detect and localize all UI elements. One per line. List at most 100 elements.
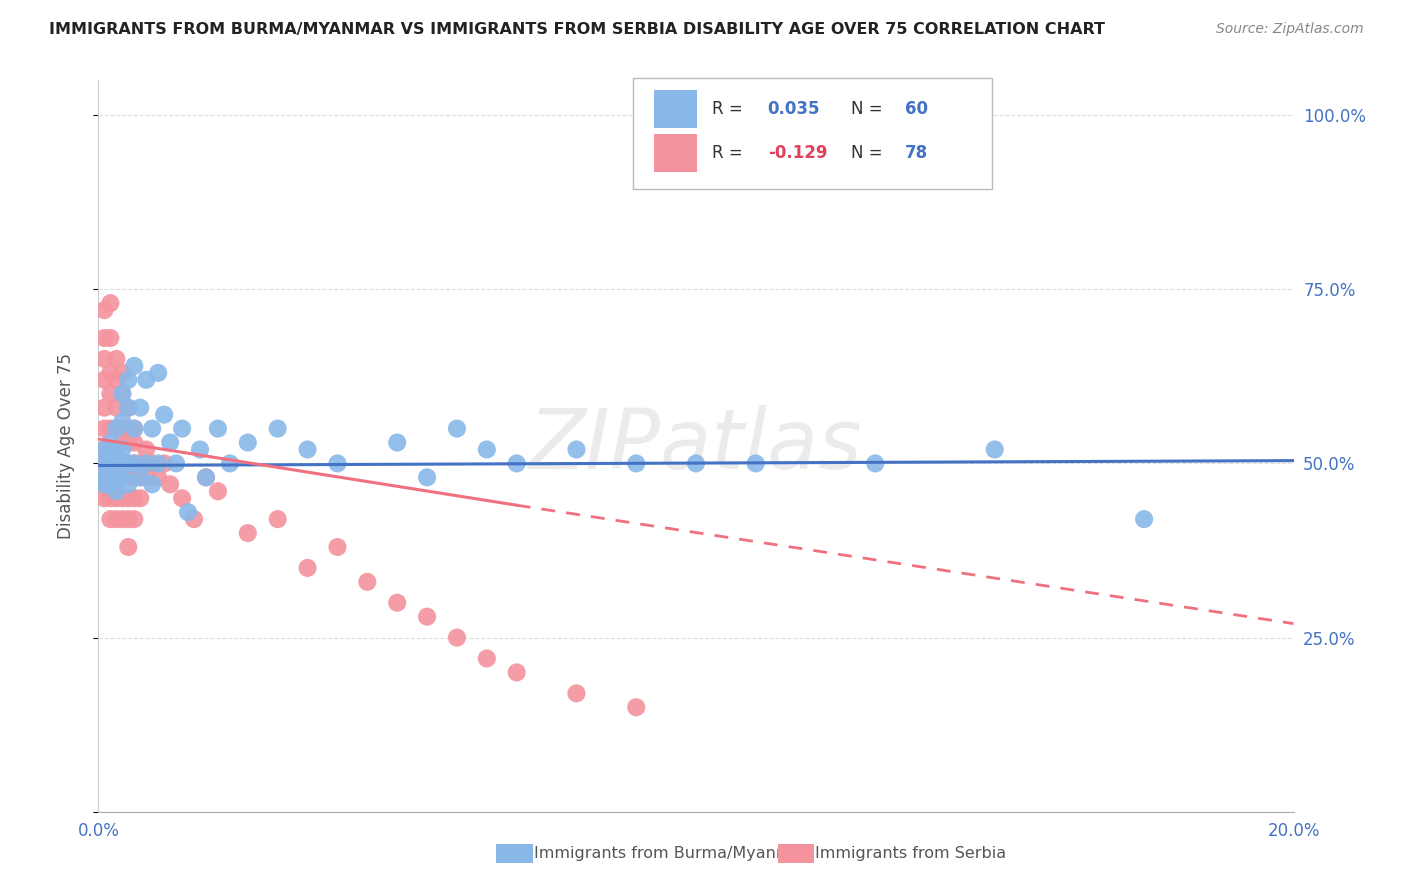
Point	[183, 512, 205, 526]
Point	[416, 609, 439, 624]
Point	[98, 470, 122, 484]
Point	[117, 491, 139, 506]
Point	[105, 401, 128, 415]
Point	[356, 574, 378, 589]
FancyBboxPatch shape	[633, 78, 993, 188]
Point	[124, 435, 146, 450]
Point	[129, 470, 152, 484]
Point	[98, 296, 122, 310]
Point	[111, 512, 134, 526]
Point	[129, 470, 152, 484]
Point	[135, 442, 157, 457]
Point	[111, 470, 134, 484]
Point	[93, 401, 115, 415]
Point	[148, 470, 170, 484]
Text: 0.035: 0.035	[768, 100, 820, 118]
Point	[446, 631, 468, 645]
Point	[124, 457, 146, 471]
Point	[135, 470, 157, 484]
Point	[117, 477, 139, 491]
Point	[117, 457, 139, 471]
Point	[98, 512, 122, 526]
Text: IMMIGRANTS FROM BURMA/MYANMAR VS IMMIGRANTS FROM SERBIA DISABILITY AGE OVER 75 C: IMMIGRANTS FROM BURMA/MYANMAR VS IMMIGRA…	[49, 22, 1105, 37]
Point	[236, 435, 259, 450]
Point	[93, 442, 115, 457]
Point	[105, 373, 128, 387]
Text: N =: N =	[852, 145, 889, 162]
Point	[93, 457, 115, 471]
Point	[236, 526, 259, 541]
Y-axis label: Disability Age Over 75: Disability Age Over 75	[56, 353, 75, 539]
Point	[93, 491, 115, 506]
Point	[98, 435, 122, 450]
Point	[148, 457, 170, 471]
Text: Source: ZipAtlas.com: Source: ZipAtlas.com	[1216, 22, 1364, 37]
Point	[565, 442, 588, 457]
Point	[93, 331, 115, 345]
Point	[297, 442, 319, 457]
Point	[141, 477, 163, 491]
Point	[111, 442, 134, 457]
Point	[105, 491, 128, 506]
Point	[111, 421, 134, 435]
Point	[326, 457, 349, 471]
Point	[117, 421, 139, 435]
Point	[141, 421, 163, 435]
Point	[105, 351, 128, 366]
Point	[506, 665, 529, 680]
Point	[105, 512, 128, 526]
Point	[326, 540, 349, 554]
Point	[219, 457, 242, 471]
Point	[105, 484, 128, 499]
Point	[98, 477, 122, 491]
Point	[105, 442, 128, 457]
Text: N =: N =	[852, 100, 889, 118]
Point	[98, 421, 122, 435]
Point	[111, 366, 134, 380]
Point	[124, 512, 146, 526]
Point	[153, 457, 176, 471]
Text: 60: 60	[905, 100, 928, 118]
Point	[93, 470, 115, 484]
Text: Immigrants from Serbia: Immigrants from Serbia	[815, 847, 1007, 861]
Point	[98, 331, 122, 345]
Point	[475, 442, 498, 457]
Point	[416, 470, 439, 484]
Point	[98, 470, 122, 484]
Point	[111, 386, 134, 401]
Point	[626, 457, 648, 471]
Point	[129, 457, 152, 471]
Point	[745, 457, 768, 471]
Point	[124, 359, 146, 373]
Point	[98, 457, 122, 471]
Point	[117, 457, 139, 471]
Point	[98, 442, 122, 457]
Point	[105, 442, 128, 457]
Point	[626, 700, 648, 714]
Text: ZIPatlas: ZIPatlas	[529, 406, 863, 486]
Point	[98, 450, 122, 464]
Point	[93, 477, 115, 491]
Point	[93, 442, 115, 457]
Point	[172, 491, 194, 506]
Point	[141, 457, 163, 471]
Point	[207, 484, 229, 499]
Point	[105, 457, 128, 471]
Point	[172, 421, 194, 435]
Point	[565, 686, 588, 700]
Point	[865, 457, 887, 471]
Point	[111, 470, 134, 484]
Point	[111, 415, 134, 429]
Point	[385, 596, 409, 610]
Point	[195, 470, 218, 484]
Point	[267, 512, 290, 526]
Text: 78: 78	[905, 145, 928, 162]
Point	[111, 491, 134, 506]
Point	[93, 303, 115, 318]
Point	[207, 421, 229, 435]
Point	[475, 651, 498, 665]
Point	[105, 457, 128, 471]
Point	[385, 435, 409, 450]
Point	[117, 512, 139, 526]
Point	[124, 470, 146, 484]
